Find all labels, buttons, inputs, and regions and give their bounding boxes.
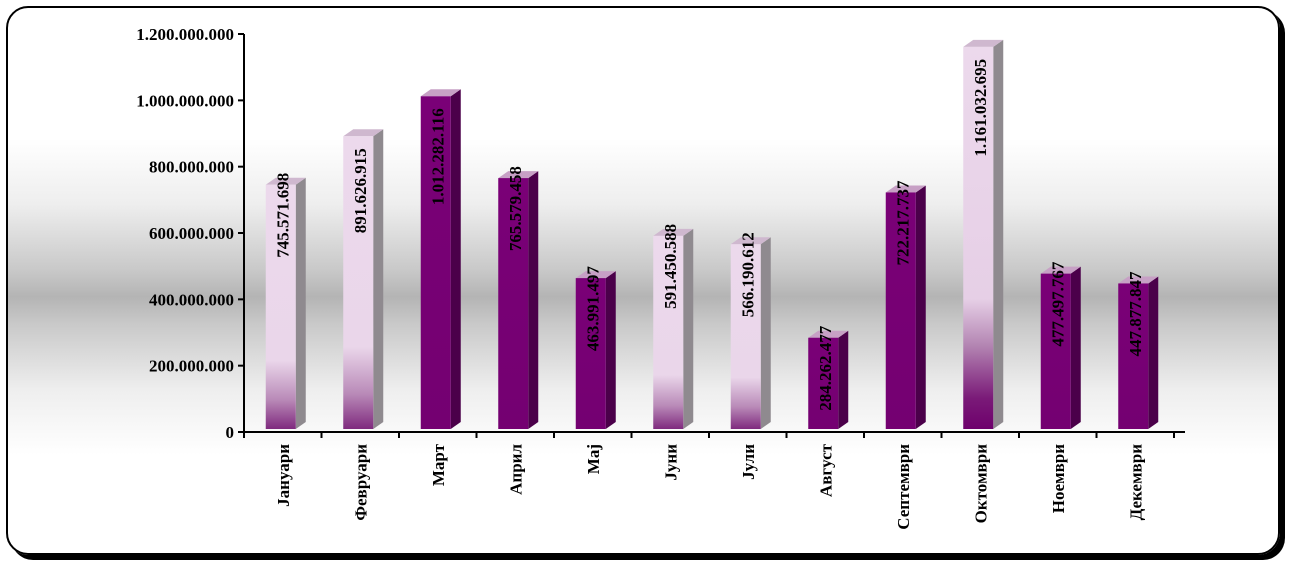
value-labels: 745.571.698 Јануари 891.626.915 Февруари 1.0… (274, 59, 1146, 530)
bar-front (498, 178, 529, 429)
value-label-1: 745.571.698 (274, 173, 293, 258)
y-tick-label: 400.000.000 (149, 290, 234, 309)
bar-5 (575, 271, 616, 429)
bar-front (265, 184, 296, 429)
bar-top (420, 89, 461, 97)
y-tick-label: 600.000.000 (149, 224, 234, 243)
bar-top (343, 129, 384, 137)
category-label-9: Септември (894, 444, 913, 530)
value-label-2: 891.626.915 (351, 148, 370, 233)
bar-front (420, 96, 451, 429)
bar-front (343, 136, 374, 429)
bars (265, 39, 1159, 429)
bar-7 (730, 237, 771, 429)
bar-chart: 0 200.000.000 400.000.000 600.000.000 800.00… (136, 25, 1185, 530)
bar-8 (808, 330, 849, 429)
bar-side (683, 228, 694, 429)
y-tick-label: 1.000.000.000 (136, 91, 234, 110)
bar-top (653, 228, 694, 236)
bar-front (653, 235, 684, 429)
category-label-11: Ноември (1049, 444, 1068, 513)
category-label-7: Јули (739, 444, 758, 480)
bar-top (963, 39, 1004, 47)
bar-front (885, 192, 916, 429)
bar-top (730, 237, 771, 245)
bar-12 (1118, 276, 1159, 429)
bar-top (498, 171, 539, 179)
bar-side (838, 330, 849, 429)
bar-1 (265, 177, 306, 429)
bar-2 (343, 129, 384, 429)
bar-side (915, 185, 926, 429)
bar-side (295, 177, 306, 429)
value-label-11: 477.497.767 (1049, 261, 1068, 347)
bar-side (528, 171, 539, 429)
bar-6 (653, 228, 694, 429)
bar-front (1040, 273, 1071, 429)
bar-front (808, 337, 839, 429)
category-label-2: Февруари (351, 444, 370, 521)
category-label-10: Октомври (971, 444, 990, 524)
bar-4 (498, 171, 539, 429)
bar-10 (963, 39, 1004, 429)
bar-9 (885, 185, 926, 429)
bar-top (575, 271, 616, 279)
bar-top (808, 330, 849, 338)
bar-front (1118, 283, 1149, 429)
value-label-4: 765.579.458 (506, 166, 525, 251)
value-label-12: 447.877.847 (1126, 271, 1145, 357)
bar-side (760, 237, 771, 429)
category-label-6: Јуни (661, 444, 680, 481)
value-label-7: 566.190.612 (739, 232, 758, 317)
bar-side (1070, 266, 1081, 429)
bar-front (963, 46, 994, 429)
category-label-8: Август (816, 443, 835, 497)
y-tick-label: 200.000.000 (149, 357, 234, 376)
chart-frame: 0 200.000.000 400.000.000 600.000.000 800.00… (6, 6, 1280, 555)
value-label-9: 722.217.737 (894, 180, 913, 266)
bar-3 (420, 89, 461, 429)
value-label-3: 1.012.282.116 (429, 108, 448, 205)
bar-side (1148, 276, 1159, 429)
bar-front (730, 244, 761, 429)
value-label-5: 463.991.497 (584, 266, 603, 352)
category-label-5: Мај (584, 444, 603, 474)
category-label-12: Декември (1126, 444, 1145, 521)
bar-top (885, 185, 926, 193)
value-label-10: 1.161.032.695 (971, 59, 990, 157)
value-label-8: 284.262.477 (816, 325, 835, 411)
bar-side (450, 89, 461, 429)
category-label-3: Март (429, 443, 448, 486)
y-tick-label: 0 (226, 423, 235, 442)
category-label-4: Април (506, 444, 525, 495)
category-label-1: Јануари (274, 444, 293, 507)
bar-front (575, 278, 606, 429)
bar-top (265, 177, 306, 185)
y-tick-label: 1.200.000.000 (136, 25, 234, 44)
value-label-6: 591.450.588 (661, 224, 680, 309)
bar-11 (1040, 266, 1081, 429)
axes: 0 200.000.000 400.000.000 600.000.000 800.00… (136, 25, 1185, 442)
bar-side (605, 271, 616, 429)
y-tick-label: 800.000.000 (149, 158, 234, 177)
bar-top (1040, 266, 1081, 274)
bar-top (1118, 276, 1159, 284)
bar-side (373, 129, 384, 429)
bar-side (993, 39, 1004, 429)
